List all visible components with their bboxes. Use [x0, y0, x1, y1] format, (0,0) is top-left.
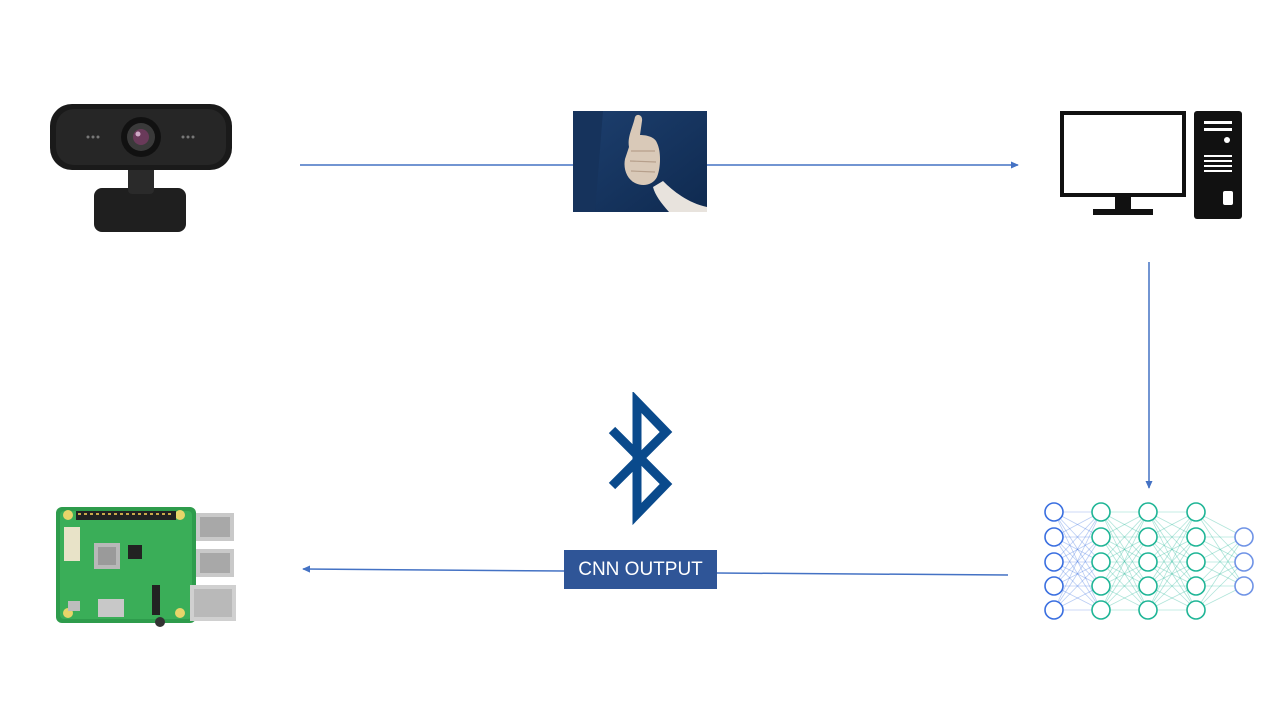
- nn-connection: [1147, 536, 1197, 611]
- bluetooth-icon: [608, 392, 673, 526]
- nn-connection: [1053, 561, 1102, 611]
- nn-node: [1091, 527, 1111, 547]
- nn-connection: [1053, 511, 1102, 587]
- nn-connection: [1053, 536, 1102, 587]
- nn-connection: [1053, 511, 1102, 587]
- nn-connection: [1053, 511, 1102, 611]
- nn-connection: [1100, 511, 1149, 563]
- nn-connection: [1195, 536, 1245, 587]
- nn-connection: [1147, 536, 1197, 611]
- nn-connection: [1147, 511, 1197, 563]
- nn-connection: [1053, 536, 1102, 587]
- nn-connection: [1147, 561, 1197, 611]
- nn-node: [1138, 600, 1158, 620]
- nn-connection: [1100, 511, 1149, 563]
- nn-connection: [1147, 536, 1197, 587]
- nn-node: [1091, 502, 1111, 522]
- nn-connection: [1147, 536, 1197, 587]
- nn-connection: [1147, 511, 1197, 587]
- desktop-computer-icon: [1060, 111, 1242, 219]
- nn-connection: [1147, 511, 1197, 611]
- nn-node: [1186, 527, 1206, 547]
- nn-connection: [1195, 536, 1245, 611]
- nn-node: [1138, 502, 1158, 522]
- nn-connection: [1100, 511, 1149, 611]
- nn-connection: [1053, 536, 1102, 611]
- nn-node: [1044, 552, 1064, 572]
- nn-connection: [1195, 511, 1245, 563]
- nn-node: [1044, 527, 1064, 547]
- nn-connection: [1195, 536, 1245, 587]
- nn-node: [1091, 552, 1111, 572]
- nn-connection: [1100, 511, 1149, 587]
- nn-node: [1044, 576, 1064, 596]
- nn-node: [1234, 552, 1254, 572]
- nn-node: [1091, 600, 1111, 620]
- arrow-label-to-pi: [302, 565, 565, 573]
- nn-connection: [1100, 536, 1149, 587]
- raspberry-pi-board-icon: [56, 507, 236, 627]
- nn-connection: [1100, 536, 1149, 587]
- nn-connection: [1053, 511, 1102, 563]
- cnn-output-label: CNN OUTPUT: [564, 550, 717, 589]
- nn-connection: [1053, 536, 1102, 611]
- nn-connection: [1053, 511, 1102, 563]
- nn-node: [1044, 600, 1064, 620]
- nn-connection: [1147, 511, 1197, 587]
- nn-node: [1186, 576, 1206, 596]
- nn-connection: [1147, 511, 1197, 611]
- nn-connection: [1053, 561, 1102, 611]
- nn-connection: [1195, 561, 1245, 611]
- webcam-icon: [50, 104, 232, 232]
- nn-connection: [1100, 561, 1149, 611]
- nn-connection: [1147, 511, 1197, 563]
- nn-connection: [1100, 536, 1149, 611]
- nn-node: [1138, 527, 1158, 547]
- nn-node: [1186, 502, 1206, 522]
- nn-connection: [1100, 536, 1149, 611]
- nn-node: [1186, 552, 1206, 572]
- nn-connection: [1100, 561, 1149, 611]
- thumbs-up-photo: [573, 111, 707, 212]
- nn-connection: [1147, 561, 1197, 611]
- nn-connection: [1100, 511, 1149, 611]
- neural-network-icon: [1044, 502, 1254, 620]
- nn-node: [1138, 552, 1158, 572]
- nn-node: [1044, 502, 1064, 522]
- nn-node: [1234, 527, 1254, 547]
- nn-node: [1186, 600, 1206, 620]
- nn-node: [1091, 576, 1111, 596]
- nn-node: [1234, 576, 1254, 596]
- nn-connection: [1100, 511, 1149, 587]
- nn-node: [1138, 576, 1158, 596]
- nn-connection: [1053, 511, 1102, 611]
- nn-connection: [1195, 511, 1245, 587]
- arrow-nn-to-label: [716, 572, 1009, 576]
